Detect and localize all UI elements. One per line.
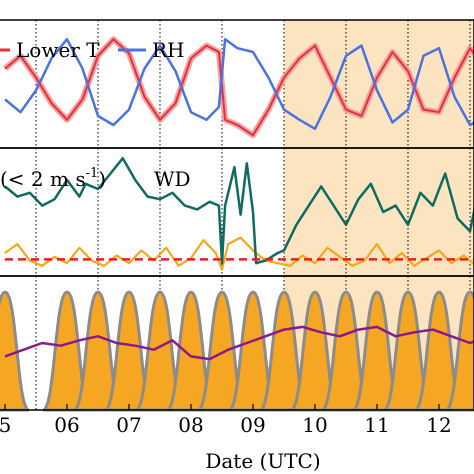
legend-wd-label: WD — [154, 167, 191, 191]
legend-lower-t-label: Lower T — [16, 38, 100, 62]
x-tick-labels: 5 06 07 08 09 10 11 12 — [0, 404, 452, 437]
x-axis-label: Date (UTC) — [205, 449, 320, 473]
legend-rh-label: RH — [152, 38, 185, 62]
series-rh — [4, 37, 474, 131]
series-ws — [4, 236, 474, 271]
x-tick-label: 5 — [0, 413, 11, 437]
x-tick-label: 11 — [364, 413, 389, 437]
legend-top: Lower T RH — [0, 38, 185, 62]
x-tick-label: 10 — [302, 413, 327, 437]
panel-frames — [0, 19, 474, 411]
x-tick-label: 09 — [240, 413, 265, 437]
series-layer — [0, 36, 474, 412]
radiation-hump — [444, 290, 474, 412]
x-tick-label: 06 — [54, 413, 79, 437]
calm-threshold-label: (< 2 m s-1) — [0, 166, 106, 191]
legend-middle: (< 2 m s-1) WD — [0, 166, 191, 191]
series-wd — [4, 156, 474, 265]
series-third — [4, 325, 474, 361]
series-lower-t — [4, 38, 474, 137]
x-tick-label: 12 — [426, 413, 451, 437]
radiation-hump — [0, 290, 31, 412]
x-tick-label: 07 — [116, 413, 141, 437]
shaded-period-top — [284, 20, 474, 148]
panel-frame-bottom — [0, 275, 474, 411]
x-tick-label: 08 — [178, 413, 203, 437]
